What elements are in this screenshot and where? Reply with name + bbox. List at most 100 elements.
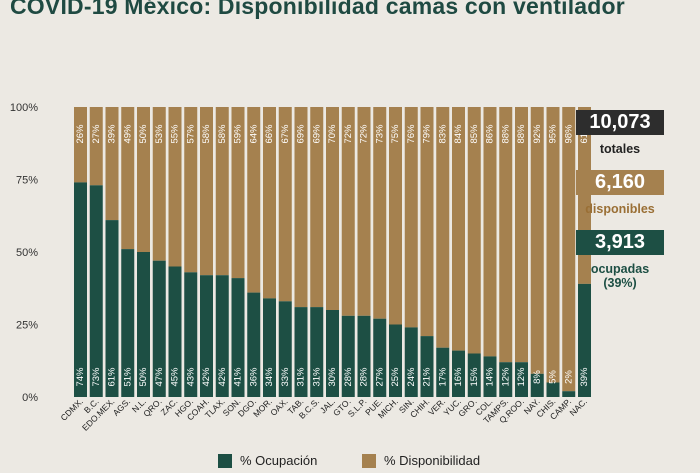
bar-available xyxy=(89,107,103,186)
occupied-beds-stat: 3,913 ocupadas (39%) xyxy=(576,230,664,290)
bar-available xyxy=(373,107,387,319)
bar-available xyxy=(420,107,434,337)
data-label-available: 39% xyxy=(107,124,118,144)
bar-occupied xyxy=(436,347,450,397)
bar-available xyxy=(200,107,213,276)
legend-item-available: % Disponibilidad xyxy=(362,453,480,468)
bar-occupied xyxy=(263,298,276,397)
data-label-occupied: 25% xyxy=(390,367,401,387)
y-tick-label: 50% xyxy=(16,247,38,259)
data-label-occupied: 21% xyxy=(422,367,433,387)
bar-available xyxy=(263,107,276,299)
data-label-occupied: 17% xyxy=(437,367,448,387)
legend-swatch-occupied xyxy=(218,453,232,468)
bar-occupied xyxy=(200,275,213,397)
bar-available xyxy=(278,107,292,302)
data-label-occupied: 30% xyxy=(327,367,338,387)
data-label-available: 26% xyxy=(75,124,86,144)
bar-occupied xyxy=(389,324,402,397)
data-label-occupied: 31% xyxy=(296,367,307,387)
data-label-occupied: 12% xyxy=(516,367,527,387)
bar-available xyxy=(105,107,119,221)
data-label-available: 79% xyxy=(422,124,433,144)
data-label-available: 95% xyxy=(548,124,559,144)
bar-available xyxy=(74,107,87,183)
data-label-occupied: 2% xyxy=(563,370,574,384)
data-label-occupied: 33% xyxy=(280,367,291,387)
bar-available xyxy=(341,107,355,316)
bar-occupied xyxy=(530,373,544,397)
data-label-occupied: 12% xyxy=(500,367,511,387)
bar-available xyxy=(436,107,450,348)
bar-occupied xyxy=(467,353,481,397)
data-label-occupied: 31% xyxy=(311,367,322,387)
data-label-occupied: 50% xyxy=(138,367,149,387)
bar-occupied xyxy=(215,275,229,397)
bar-occupied xyxy=(578,283,591,397)
data-label-available: 84% xyxy=(453,124,464,144)
data-label-available: 86% xyxy=(485,124,496,144)
available-beds-stat: 6,160 disponibles xyxy=(576,170,664,216)
legend-swatch-available xyxy=(362,453,376,468)
bar-available xyxy=(137,107,150,252)
data-label-available: 58% xyxy=(217,124,228,144)
chart-legend: % Ocupación % Disponibilidad xyxy=(0,453,700,473)
available-beds-label: disponibles xyxy=(585,202,655,216)
data-label-available: 53% xyxy=(154,124,165,144)
bar-available xyxy=(215,107,229,276)
bar-occupied xyxy=(294,307,308,397)
data-label-occupied: 42% xyxy=(217,367,228,387)
bar-occupied xyxy=(278,301,292,397)
data-label-occupied: 74% xyxy=(75,367,86,387)
data-label-occupied: 15% xyxy=(469,367,480,387)
bar-occupied xyxy=(74,182,87,397)
data-label-occupied: 16% xyxy=(453,367,464,387)
data-label-occupied: 8% xyxy=(532,370,543,384)
bar-occupied xyxy=(121,249,135,397)
bar-available xyxy=(562,107,576,392)
y-tick-label: 75% xyxy=(16,175,38,187)
data-label-available: 58% xyxy=(201,124,212,144)
data-label-available: 69% xyxy=(311,124,322,144)
y-tick-label: 100% xyxy=(10,102,38,114)
data-label-available: 83% xyxy=(437,124,448,144)
bar-available xyxy=(326,107,339,310)
data-label-available: 50% xyxy=(138,124,149,144)
data-label-available: 72% xyxy=(343,124,354,144)
occupied-beds-label-wrap: ocupadas (39%) xyxy=(576,262,664,290)
data-label-available: 92% xyxy=(532,124,543,144)
bar-available xyxy=(515,107,528,363)
bar-occupied xyxy=(89,185,103,397)
bar-available xyxy=(310,107,324,308)
bar-occupied xyxy=(562,391,576,397)
data-label-available: 59% xyxy=(233,124,244,144)
bar-available xyxy=(530,107,544,374)
data-label-occupied: 24% xyxy=(406,367,417,387)
bar-available xyxy=(357,107,371,316)
bar-occupied xyxy=(105,220,119,397)
data-label-occupied: 39% xyxy=(579,367,590,387)
data-label-occupied: 43% xyxy=(185,367,196,387)
total-beds-label: totales xyxy=(599,142,641,156)
bar-available xyxy=(467,107,481,354)
data-label-available: 85% xyxy=(469,124,480,144)
bar-available xyxy=(247,107,261,293)
data-label-occupied: 27% xyxy=(374,367,385,387)
occupied-beds-percent: (39%) xyxy=(603,276,637,290)
bar-occupied xyxy=(357,315,371,397)
bar-occupied xyxy=(168,266,182,397)
bar-occupied xyxy=(373,318,387,397)
bar-occupied xyxy=(452,350,465,397)
data-label-available: 76% xyxy=(406,124,417,144)
category-label: NAC. xyxy=(567,396,588,417)
data-label-available: 27% xyxy=(91,124,102,144)
data-label-available: 69% xyxy=(296,124,307,144)
legend-label-available: % Disponibilidad xyxy=(384,453,481,468)
bar-occupied xyxy=(404,327,418,397)
bar-occupied xyxy=(247,292,261,397)
data-label-occupied: 28% xyxy=(359,367,370,387)
data-label-occupied: 36% xyxy=(248,367,259,387)
data-label-available: 70% xyxy=(327,124,338,144)
bar-occupied xyxy=(483,356,497,397)
